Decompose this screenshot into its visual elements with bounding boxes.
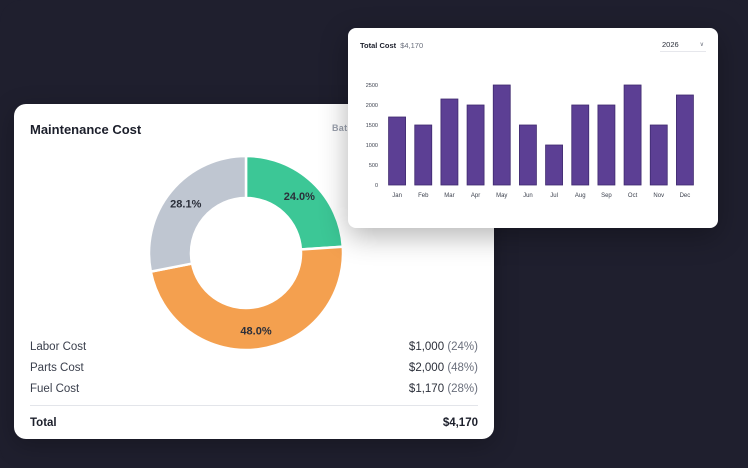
bar-card-header: Total Cost $4,170 xyxy=(360,41,423,50)
legend-value: $1,170 (28%) xyxy=(409,383,478,395)
donut-slice-label: 28.1% xyxy=(170,198,201,210)
bar-feb xyxy=(414,124,433,186)
y-tick-label: 2500 xyxy=(366,83,378,89)
legend-amount: $2,000 xyxy=(408,361,445,374)
x-tick-label: Oct xyxy=(628,193,638,199)
x-tick-label: Sep xyxy=(601,193,612,199)
card-title: Maintenance Cost xyxy=(30,122,142,137)
chevron-down-icon: ∨ xyxy=(699,42,704,48)
legend-divider xyxy=(30,405,478,406)
bar-jul xyxy=(545,144,563,186)
bar-may xyxy=(492,84,511,186)
bar-card-sum: $4,170 xyxy=(400,41,424,50)
total-cost-card: Total Cost $4,170 2026 ∨ 0 500 1000 1500 200… xyxy=(348,28,718,228)
legend-row-fuel: Fuel Cost $1,170 (28%) xyxy=(30,378,478,399)
legend-percent: (28%) xyxy=(447,382,478,395)
year-value: 2026 xyxy=(662,40,679,49)
legend-value: $1,000 (24%) xyxy=(409,341,478,353)
donut-slice-parts-cost xyxy=(149,245,345,352)
bar-nov xyxy=(649,124,668,186)
x-tick-label: Feb xyxy=(418,193,429,199)
total-label: Total xyxy=(30,417,57,429)
legend-row-labor: Labor Cost $1,000 (24%) xyxy=(30,336,478,357)
y-tick-label: 0 xyxy=(375,183,378,189)
donut-chart: 24.0% 48.0% 28.1% xyxy=(147,154,345,352)
bar-oct xyxy=(623,84,642,186)
bar-sep xyxy=(597,104,616,186)
bar-apr xyxy=(466,104,485,186)
partial-label: Bats xyxy=(332,123,353,133)
bar-mar xyxy=(440,98,459,186)
x-tick-label: Jun xyxy=(523,193,533,199)
x-tick-label: Jul xyxy=(550,193,558,199)
total-row: Total $4,170 xyxy=(30,412,478,434)
legend-amount: $1,000 xyxy=(408,340,445,353)
donut-slice-label: 48.0% xyxy=(240,325,271,337)
y-tick-label: 1500 xyxy=(366,123,378,129)
donut-slice-fuel-cost xyxy=(147,154,248,274)
x-tick-label: Apr xyxy=(471,193,480,199)
legend-percent: (24%) xyxy=(447,340,478,353)
legend-percent: (48%) xyxy=(447,361,478,374)
cost-legend: Labor Cost $1,000 (24%) Parts Cost $2,00… xyxy=(30,336,478,434)
y-tick-label: 1000 xyxy=(366,143,378,149)
bar-aug xyxy=(571,104,590,186)
y-tick-label: 500 xyxy=(369,163,378,169)
legend-row-parts: Parts Cost $2,000 (48%) xyxy=(30,357,478,378)
bar-dec xyxy=(676,94,694,186)
bar-card-title: Total Cost xyxy=(360,41,397,50)
donut-slice-label: 24.0% xyxy=(284,191,315,203)
legend-label: Labor Cost xyxy=(30,340,87,353)
legend-value: $2,000 (48%) xyxy=(409,362,478,374)
total-value: $4,170 xyxy=(442,417,478,429)
year-select[interactable]: 2026 ∨ xyxy=(660,38,706,52)
bar-chart: 0 500 1000 1500 2000 2500 Jan Feb Mar Apr May Jun Ju… xyxy=(366,83,694,199)
x-tick-label: Nov xyxy=(653,193,664,199)
bar-jan xyxy=(388,116,406,186)
x-tick-label: Jan xyxy=(392,193,402,199)
y-tick-label: 2000 xyxy=(366,103,378,109)
bar-jun xyxy=(519,124,537,186)
legend-label: Parts Cost xyxy=(30,361,84,374)
legend-amount: $1,170 xyxy=(408,382,445,395)
x-tick-label: May xyxy=(496,193,507,199)
x-tick-label: Mar xyxy=(444,193,454,199)
legend-label: Fuel Cost xyxy=(30,382,80,395)
x-tick-label: Aug xyxy=(575,193,586,199)
x-tick-label: Dec xyxy=(680,193,691,199)
